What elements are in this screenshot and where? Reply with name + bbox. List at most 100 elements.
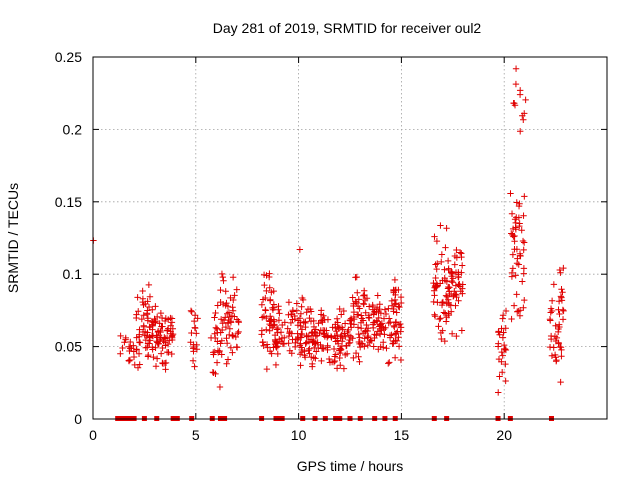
- data-point: [519, 278, 526, 285]
- data-point: [455, 297, 462, 305]
- data-point: [555, 298, 563, 305]
- data-point: [259, 296, 267, 303]
- data-point: [194, 315, 201, 322]
- data-point: [163, 348, 171, 356]
- data-point: [453, 291, 460, 299]
- data-point: [308, 353, 315, 361]
- data-point: [149, 344, 156, 351]
- data-point: [190, 343, 197, 351]
- data-point: [285, 299, 293, 306]
- data-point: [166, 337, 173, 344]
- data-point: [153, 355, 161, 362]
- data-point: [207, 334, 215, 342]
- data-point: [548, 352, 556, 359]
- data-point: [369, 321, 377, 328]
- data-point: [437, 222, 444, 229]
- data-point: [513, 199, 520, 206]
- data-points: [90, 65, 567, 396]
- data-point: [559, 306, 567, 314]
- data-point: [520, 304, 527, 311]
- data-point: [164, 327, 171, 334]
- data-point: [362, 309, 369, 316]
- data-point: [458, 327, 466, 334]
- data-point: [356, 340, 363, 348]
- data-point: [306, 314, 313, 322]
- data-point: [288, 330, 295, 337]
- data-point: [354, 324, 362, 331]
- data-point: [557, 378, 564, 386]
- data-point: [333, 315, 341, 322]
- data-point: [357, 319, 365, 326]
- data-point: [494, 343, 502, 350]
- data-point: [433, 265, 440, 273]
- data-point: [261, 281, 268, 289]
- data-point: [229, 349, 236, 356]
- data-point: [136, 361, 143, 368]
- data-point: [391, 287, 399, 294]
- data-point: [515, 214, 523, 221]
- data-point: [548, 297, 556, 304]
- data-point: [451, 252, 459, 260]
- data-point: [333, 365, 341, 372]
- data-point: [145, 281, 153, 289]
- x-tick-labels: 0 5 10 15 20: [89, 427, 512, 443]
- data-point: [227, 344, 235, 351]
- data-point: [380, 339, 387, 346]
- data-point: [556, 266, 564, 274]
- data-point: [210, 349, 217, 356]
- data-point: [121, 339, 128, 346]
- data-point: [288, 311, 295, 318]
- data-point: [303, 339, 310, 346]
- data-point: [436, 315, 443, 323]
- data-point: [556, 343, 564, 351]
- data-point: [291, 312, 298, 320]
- data-point: [447, 290, 455, 298]
- data-point: [508, 210, 516, 217]
- data-point: [263, 365, 271, 373]
- data-point: [431, 313, 439, 320]
- data-point: [392, 300, 400, 307]
- data-point: [348, 317, 355, 324]
- data-point: [325, 355, 333, 363]
- data-point: [162, 342, 169, 349]
- data-point: [142, 344, 149, 352]
- data-point: [125, 357, 133, 364]
- data-point: [157, 336, 164, 343]
- data-point: [144, 353, 152, 360]
- data-point: [432, 261, 439, 268]
- data-point: [394, 328, 401, 335]
- data-point: [276, 335, 283, 343]
- data-point: [387, 318, 394, 326]
- data-point: [317, 317, 325, 325]
- data-point: [552, 322, 559, 329]
- data-point: [301, 354, 309, 361]
- data-point: [374, 292, 381, 299]
- data-point: [516, 91, 524, 98]
- data-point: [354, 289, 361, 296]
- data-point: [431, 311, 438, 318]
- data-point: [495, 389, 502, 396]
- data-point: [511, 246, 518, 253]
- data-point: [496, 373, 503, 380]
- data-point: [438, 301, 446, 309]
- data-point: [211, 314, 218, 321]
- data-point: [514, 308, 521, 315]
- data-point: [144, 329, 151, 336]
- data-point: [333, 328, 340, 335]
- data-point: [222, 288, 229, 295]
- data-point: [234, 330, 241, 337]
- data-point: [432, 274, 439, 282]
- data-point: [278, 334, 286, 342]
- data-point: [376, 330, 384, 338]
- data-point: [509, 251, 517, 258]
- data-point: [341, 351, 349, 359]
- data-point: [271, 331, 279, 339]
- data-point: [349, 294, 356, 301]
- data-point: [502, 360, 509, 368]
- data-point: [289, 316, 296, 323]
- y-tick-label: 0.25: [55, 49, 82, 65]
- data-point: [266, 327, 273, 334]
- data-point: [334, 332, 341, 339]
- data-point: [364, 334, 371, 341]
- data-point: [346, 316, 354, 324]
